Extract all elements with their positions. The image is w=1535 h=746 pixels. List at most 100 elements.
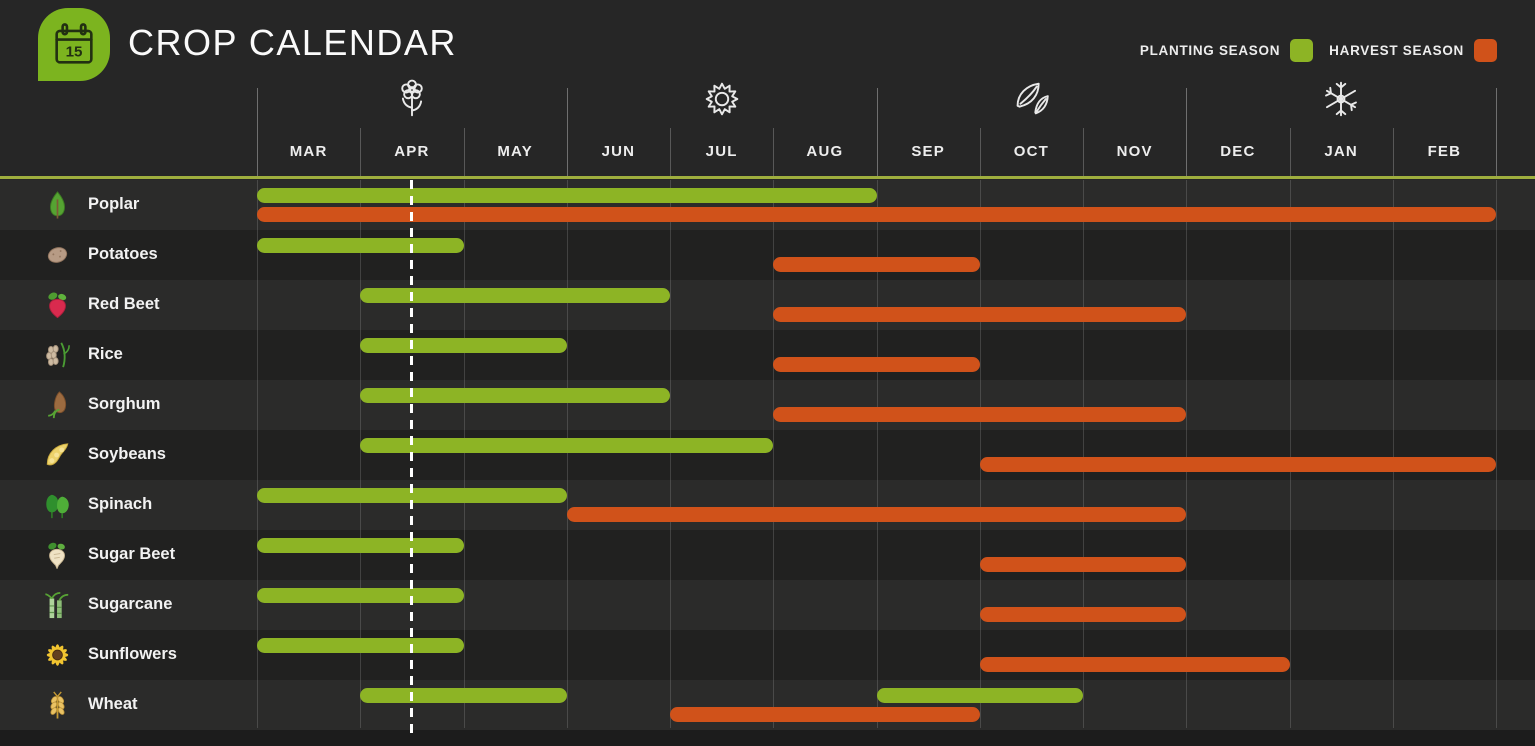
- svg-text:15: 15: [66, 43, 83, 60]
- rice-icon: [44, 341, 71, 369]
- month-label-aug: AUG: [806, 143, 844, 160]
- month-label-may: MAY: [497, 143, 533, 160]
- planting-bar: [876, 688, 1083, 703]
- month-label-sep: SEP: [911, 143, 945, 160]
- month-tick: [979, 128, 981, 176]
- wheat-icon: [44, 691, 71, 719]
- harvest-bar: [773, 307, 1187, 322]
- legend-item-plant: PLANTING SEASON: [1139, 39, 1314, 62]
- soybeans-icon: [44, 441, 71, 469]
- month-label-jan: JAN: [1324, 143, 1358, 160]
- harvest-bar: [979, 557, 1187, 572]
- crop-label-potatoes: Potatoes: [88, 245, 158, 263]
- spinach-icon: [44, 491, 71, 519]
- harvest-bar: [773, 357, 980, 372]
- legend-item-harvest: HARVEST SEASON: [1329, 39, 1497, 62]
- legend-label-plant: PLANTING SEASON: [1139, 43, 1281, 58]
- planting-bar: [360, 338, 567, 353]
- quarter-tick: [566, 88, 568, 176]
- red-beet-icon: [44, 291, 71, 319]
- month-gridline: [1392, 180, 1394, 728]
- month-label-jul: JUL: [705, 143, 738, 160]
- month-tick: [1289, 128, 1291, 176]
- planting-bar: [257, 188, 877, 203]
- calendar-icon: 15: [55, 22, 93, 64]
- header-accent-line: [0, 176, 1535, 179]
- month-gridline: [1083, 180, 1084, 728]
- month-label-oct: OCT: [1013, 143, 1049, 160]
- crop-label-red-beet: Red Beet: [88, 295, 160, 313]
- quarter-tick: [1496, 88, 1497, 176]
- crop-label-wheat: Wheat: [88, 695, 138, 713]
- legend-label-harvest: HARVEST SEASON: [1329, 43, 1464, 58]
- page-title: CROP CALENDAR: [128, 22, 457, 63]
- planting-bar: [360, 288, 670, 303]
- legend-swatch-plant: [1290, 39, 1314, 62]
- month-tick: [670, 128, 671, 176]
- potatoes-icon: [44, 241, 71, 269]
- month-label-feb: FEB: [1427, 143, 1462, 160]
- harvest-bar: [773, 257, 980, 272]
- month-gridline: [360, 180, 362, 728]
- month-gridline: [1496, 180, 1497, 728]
- row-stripe-9: [0, 580, 1535, 630]
- poplar-icon: [44, 191, 71, 219]
- harvest-bar: [979, 657, 1290, 672]
- row-stripe-8: [0, 530, 1535, 580]
- crop-label-spinach: Spinach: [88, 495, 153, 513]
- planting-bar: [360, 688, 567, 703]
- month-gridline: [1289, 180, 1291, 728]
- row-stripe-10: [0, 630, 1535, 680]
- month-label-nov: NOV: [1116, 143, 1153, 160]
- month-gridline: [979, 180, 981, 728]
- crop-label-poplar: Poplar: [88, 195, 140, 213]
- crop-label-soybeans: Soybeans: [88, 445, 166, 463]
- row-stripe-3: [0, 280, 1535, 330]
- quarter-tick: [876, 88, 878, 176]
- month-gridline: [1186, 180, 1188, 728]
- day-marker-line: [410, 180, 414, 737]
- harvest-bar: [670, 707, 980, 722]
- month-label-jun: JUN: [601, 143, 636, 160]
- legend-swatch-harvest: [1474, 39, 1497, 62]
- planting-bar: [257, 238, 464, 253]
- sun-icon: [699, 76, 745, 122]
- month-tick: [1083, 128, 1084, 176]
- month-gridline: [566, 180, 568, 728]
- month-tick: [773, 128, 775, 176]
- planting-bar: [257, 538, 464, 553]
- month-label-apr: APR: [394, 143, 430, 160]
- crop-label-rice: Rice: [88, 345, 123, 363]
- harvest-bar: [979, 457, 1496, 472]
- sugarcane-icon: [44, 591, 71, 619]
- planting-bar: [257, 588, 464, 603]
- month-gridline: [773, 180, 775, 728]
- harvest-bar: [257, 207, 1496, 222]
- quarter-tick: [257, 88, 258, 176]
- sugar-beet-icon: [44, 541, 71, 570]
- month-gridline: [670, 180, 671, 728]
- harvest-bar: [566, 507, 1187, 522]
- crop-label-sorghum: Sorghum: [88, 395, 161, 413]
- crop-label-sunflowers: Sunflowers: [88, 645, 177, 663]
- month-label-mar: MAR: [289, 143, 328, 160]
- row-stripe-7: [0, 480, 1535, 530]
- row-stripe-5: [0, 380, 1535, 430]
- month-label-dec: DEC: [1220, 143, 1256, 160]
- autumn-leaves-icon: [1008, 76, 1054, 122]
- harvest-bar: [979, 607, 1187, 622]
- sorghum-icon: [44, 391, 71, 419]
- planting-bar: [257, 638, 464, 653]
- row-stripe-4: [0, 330, 1535, 380]
- month-gridline: [876, 180, 878, 728]
- month-tick: [463, 128, 465, 176]
- row-stripe-2: [0, 230, 1535, 280]
- sunflowers-icon: [44, 641, 71, 669]
- app-logo: 15: [38, 8, 110, 81]
- month-tick: [1392, 128, 1394, 176]
- snowflake-icon: [1318, 76, 1364, 122]
- quarter-tick: [1186, 88, 1188, 176]
- legend: PLANTING SEASON HARVEST SEASON: [1140, 39, 1497, 62]
- flower-icon: [389, 76, 435, 122]
